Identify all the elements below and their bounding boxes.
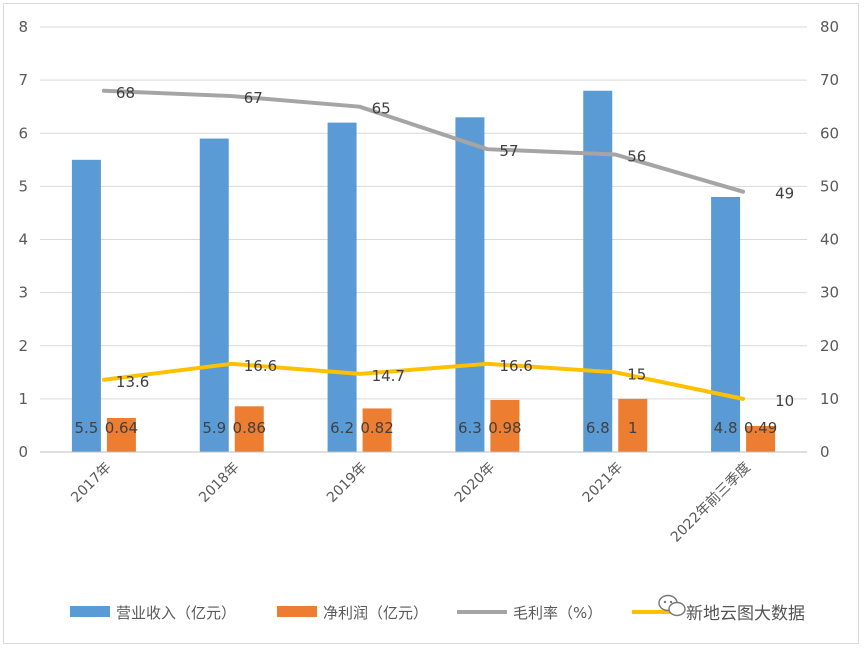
y-tick-left: 8 [18, 18, 28, 36]
legend-revenue-swatch [70, 606, 110, 617]
line-data-label: 13.6 [116, 373, 149, 391]
bar-data-label: 0.86 [233, 419, 266, 437]
bar-data-label: 6.3 [458, 419, 482, 437]
legend-gross-margin-label: 毛利率（%） [513, 604, 602, 622]
bar-data-label: 4.8 [714, 419, 738, 437]
bar-data-label: 6.2 [330, 419, 354, 437]
bar-revenue [199, 138, 229, 452]
y-tick-left: 6 [18, 124, 28, 142]
bar-revenue [71, 159, 101, 452]
x-tick-label: 2020年 [452, 460, 498, 506]
y-tick-right: 80 [820, 18, 839, 36]
yellow-line [101, 361, 746, 401]
y-tick-left: 4 [18, 231, 28, 249]
bar-data-label: 1 [628, 419, 638, 437]
wechat-icon [658, 594, 686, 617]
line-data-label: 67 [244, 89, 263, 107]
line-data-label: 10 [775, 392, 794, 410]
bar-data-label: 0.64 [105, 419, 138, 437]
bar-net-profit [234, 406, 264, 452]
x-tick-label: 2021年 [580, 460, 626, 506]
line-data-label: 57 [499, 142, 518, 160]
y-tick-left: 7 [18, 71, 28, 89]
y-tick-left: 1 [18, 390, 28, 408]
gross-margin-line [101, 88, 746, 194]
bar-revenue [583, 90, 613, 452]
y-tick-right: 0 [820, 443, 830, 461]
bar-net-profit [746, 425, 776, 452]
legend-net-profit-label: 净利润（亿元） [323, 604, 428, 622]
y-tick-left: 5 [18, 177, 28, 195]
line-data-label: 16.6 [499, 357, 532, 375]
legend: 营业收入（亿元） 净利润（亿元） 毛利率（%） [70, 604, 682, 622]
y-tick-left: 2 [18, 337, 28, 355]
line-data-label: 15 [627, 365, 646, 383]
x-tick-label: 2017年 [68, 460, 114, 506]
y-tick-left: 0 [18, 443, 28, 461]
watermark: 新地云图大数据 [658, 594, 805, 624]
x-tick-label: 2019年 [324, 460, 370, 506]
bar-data-label: 5.5 [74, 419, 98, 437]
watermark-text: 新地云图大数据 [686, 604, 805, 624]
bar-revenue [711, 197, 741, 452]
x-tick-label: 2022年前三季度 [667, 459, 754, 546]
bar-data-label: 0.49 [744, 419, 777, 437]
bar-revenue [327, 122, 357, 452]
line-data-label: 16.6 [244, 357, 277, 375]
bar-data-label: 0.98 [488, 419, 521, 437]
y-tick-right: 20 [820, 337, 839, 355]
bar-data-label: 0.82 [360, 419, 393, 437]
line-data-label: 56 [627, 148, 646, 166]
bars [71, 90, 776, 452]
bar-net-profit [362, 408, 392, 452]
bar-net-profit [106, 418, 136, 452]
y-tick-left: 3 [18, 284, 28, 302]
bar-net-profit [490, 399, 520, 452]
legend-net-profit-swatch [277, 606, 317, 617]
bar-data-label: 6.8 [586, 419, 610, 437]
line-data-label: 49 [775, 185, 794, 203]
bar-revenue [455, 117, 485, 452]
y-tick-right: 50 [820, 177, 839, 195]
x-tick-label: 2018年 [196, 460, 242, 506]
y-tick-right: 10 [820, 390, 839, 408]
y-tick-right: 30 [820, 284, 839, 302]
y-tick-right: 40 [820, 231, 839, 249]
line-data-label: 65 [372, 100, 391, 118]
line-data-label: 68 [116, 84, 135, 102]
bar-data-label: 5.9 [202, 419, 226, 437]
y-tick-right: 60 [820, 124, 839, 142]
lines [101, 88, 746, 401]
y-tick-right: 70 [820, 71, 839, 89]
legend-revenue-label: 营业收入（亿元） [116, 604, 236, 622]
line-data-label: 14.7 [372, 367, 405, 385]
data-labels: 5.5 0.64 5.9 0.86 6.2 0.82 6.3 0.98 6.8 1 4.8 0.49 6… [74, 84, 794, 437]
bar-net-profit [618, 398, 648, 452]
